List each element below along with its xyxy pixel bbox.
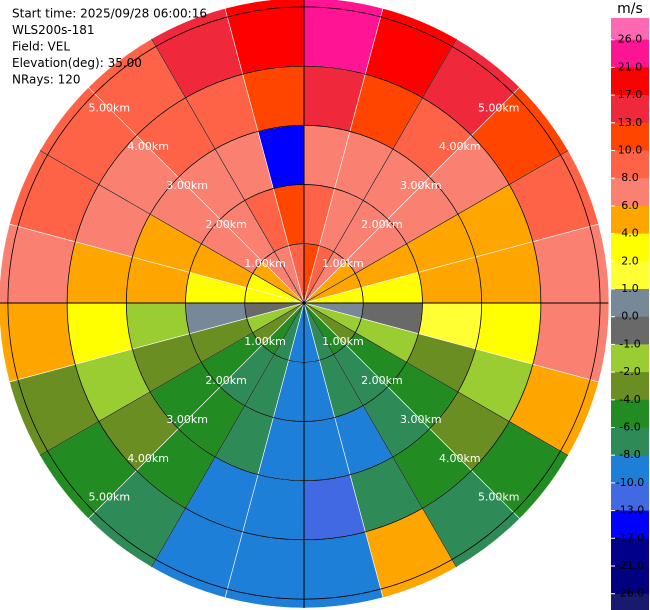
colorbar-label: 0.0 <box>621 310 639 323</box>
ring-label: 2.00km <box>361 218 403 231</box>
ring-label: 3.00km <box>166 179 208 192</box>
ring-label: 4.00km <box>439 140 481 153</box>
radial-line <box>303 150 569 304</box>
colorbar-label: 17.0 <box>618 88 643 101</box>
ring-label: 3.00km <box>400 413 442 426</box>
colorbar-swatch <box>611 122 649 151</box>
range-ring <box>7 6 601 600</box>
radial-line <box>39 302 305 456</box>
ring-label: 1.00km <box>244 335 286 348</box>
colorbar-swatch <box>611 178 649 207</box>
colorbar-label: 13.0 <box>618 116 643 129</box>
ring-label: 5.00km <box>88 101 130 114</box>
radial-line <box>303 302 457 568</box>
ring-label: 2.00km <box>361 374 403 387</box>
colorbar-label: 8.0 <box>621 171 639 184</box>
colorbar-label: -6.0 <box>619 421 640 434</box>
colorbar-swatch <box>611 510 649 539</box>
range-ring <box>66 65 542 541</box>
ring-label: 5.00km <box>88 491 130 504</box>
colorbar-label: 2.0 <box>621 254 639 267</box>
colorbar-swatch <box>611 289 649 318</box>
header-line: Elevation(deg): 35.00 <box>12 56 142 70</box>
ring-label: 2.00km <box>205 218 247 231</box>
radial-line <box>39 150 305 304</box>
colorbar-label: 6.0 <box>621 199 639 212</box>
colorbar-label: -2.0 <box>619 365 640 378</box>
ring-label: 3.00km <box>400 179 442 192</box>
colorbar-swatch <box>611 316 649 345</box>
header-line: Field: VEL <box>12 40 70 54</box>
colorbar-swatch <box>611 205 649 235</box>
colorbar-label: 4.0 <box>621 227 639 240</box>
ring-label: 4.00km <box>127 452 169 465</box>
ring-label: 2.00km <box>205 374 247 387</box>
colorbar-swatch <box>611 566 649 595</box>
colorbar-swatch <box>611 372 649 401</box>
ring-label: 4.00km <box>127 140 169 153</box>
radial-line <box>151 302 305 568</box>
ring-label: 1.00km <box>322 257 364 270</box>
colorbar-swatch <box>611 261 649 290</box>
colorbar-swatch <box>611 399 649 428</box>
colorbar: m/s 26.0 21.0 17.0 13.0 10.0 8.0 6.0 4.0 2.0 1.0 0.… <box>611 0 649 610</box>
colorbar-label: -21.0 <box>616 559 644 572</box>
colorbar-label: 26.0 <box>618 33 643 46</box>
range-ring <box>244 243 364 363</box>
colorbar-swatch <box>611 455 649 484</box>
colorbar-swatch <box>611 482 649 512</box>
ring-label: 1.00km <box>322 335 364 348</box>
radial-line <box>303 302 569 456</box>
colorbar-swatch <box>611 150 649 179</box>
ring-label: 5.00km <box>478 491 520 504</box>
header-line: WLS200s-181 <box>12 23 95 37</box>
colorbar-label: -17.0 <box>616 531 644 544</box>
range-ring <box>125 124 483 482</box>
colorbar-label: -4.0 <box>619 393 640 406</box>
colorbar-swatch <box>611 39 649 68</box>
ring-label: 1.00km <box>244 257 286 270</box>
header-line: Start time: 2025/09/28 06:00:16 <box>12 7 207 21</box>
header-line: NRays: 120 <box>12 73 81 87</box>
radial-line <box>303 38 457 304</box>
colorbar-swatch <box>611 233 649 262</box>
colorbar-label: -8.0 <box>619 448 640 461</box>
colorbar-title: m/s <box>617 1 643 17</box>
colorbar-swatch <box>611 593 649 610</box>
ring-label: 4.00km <box>439 452 481 465</box>
colorbar-title-bg <box>611 0 649 18</box>
range-ring <box>185 184 423 422</box>
colorbar-label: -10.0 <box>616 476 644 489</box>
colorbar-label: 1.0 <box>621 282 639 295</box>
colorbar-label: 21.0 <box>618 60 643 73</box>
ring-label: 5.00km <box>478 101 520 114</box>
colorbar-label: -1.0 <box>619 337 640 350</box>
colorbar-label: 10.0 <box>618 144 643 157</box>
ppi-plot: 1.00km 1.00km 1.00km 1.00km 2.00km 2.00km 2.00… <box>0 0 610 609</box>
colorbar-label: -26.0 <box>616 587 644 600</box>
colorbar-swatch <box>611 95 649 124</box>
colorbar-swatch <box>611 344 649 373</box>
radial-line <box>151 38 305 304</box>
ring-label: 3.00km <box>166 413 208 426</box>
colorbar-label: -13.0 <box>616 504 644 517</box>
header: Start time: 2025/09/28 06:00:16 WLS200s-1… <box>12 7 207 87</box>
colorbar-swatch <box>611 538 649 567</box>
colorbar-swatch <box>611 427 649 456</box>
colorbar-swatch <box>611 67 649 96</box>
